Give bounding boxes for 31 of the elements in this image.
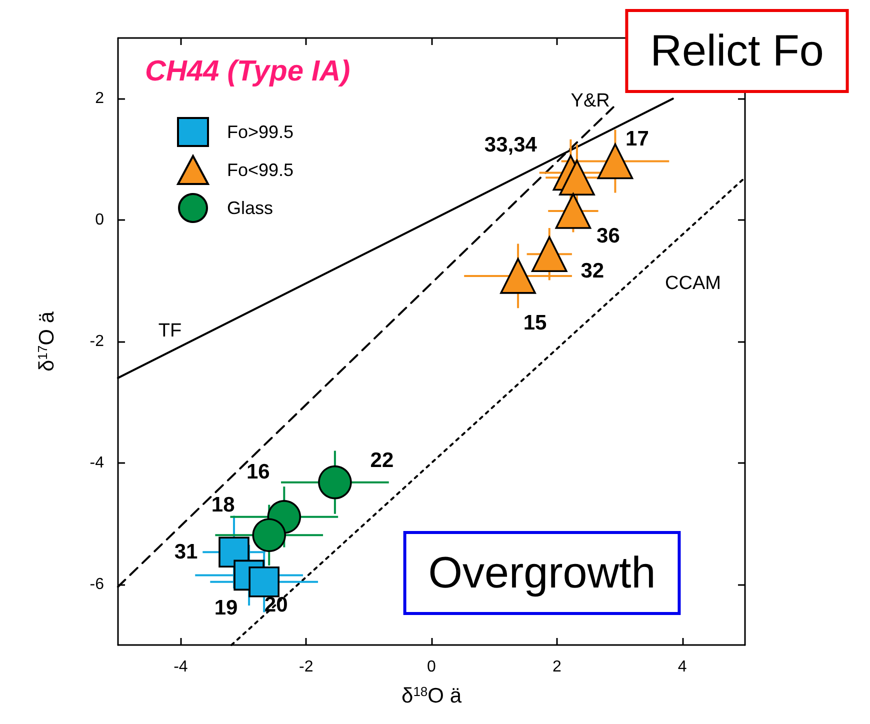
series-label: TF bbox=[158, 320, 182, 342]
legend-label: Fo<99.5 bbox=[227, 160, 294, 180]
x-tick-label: -4 bbox=[174, 658, 188, 676]
annotation: 32 bbox=[580, 260, 604, 283]
y-tick-label: 2 bbox=[95, 90, 104, 108]
series-label: CCAM bbox=[665, 273, 721, 294]
legend-label: Fo>99.5 bbox=[227, 122, 294, 142]
annotation: 18 bbox=[211, 494, 236, 517]
annotation: 22 bbox=[370, 448, 394, 472]
x-tick-label: -2 bbox=[298, 658, 314, 676]
x-tick-label: 2 bbox=[552, 658, 562, 676]
y-tick-label: -6 bbox=[90, 576, 104, 593]
annotation: 17 bbox=[626, 128, 649, 151]
y-tick-label: -2 bbox=[90, 333, 104, 350]
annotation: 20 bbox=[264, 593, 288, 616]
y-tick-label: -4 bbox=[90, 454, 104, 472]
annotation: 16 bbox=[246, 460, 270, 484]
annotation: 15 bbox=[523, 311, 548, 334]
annotation: Relict Fo bbox=[650, 26, 824, 76]
annotation: 33,34 bbox=[484, 133, 538, 156]
annotation: 19 bbox=[214, 596, 238, 620]
legend-label: Glass bbox=[227, 198, 274, 218]
text: CH44 (Type IA) bbox=[145, 56, 350, 88]
y-tick-label: 0 bbox=[95, 212, 104, 229]
annotation: 31 bbox=[174, 540, 198, 564]
x-tick-label: 0 bbox=[427, 658, 436, 676]
series-label: Y&R bbox=[570, 90, 610, 112]
annotation: 36 bbox=[596, 224, 620, 248]
annotation: Overgrowth bbox=[428, 548, 656, 598]
y-axis-title: δ17O ä bbox=[35, 311, 58, 372]
x-tick-label: 4 bbox=[678, 658, 687, 676]
